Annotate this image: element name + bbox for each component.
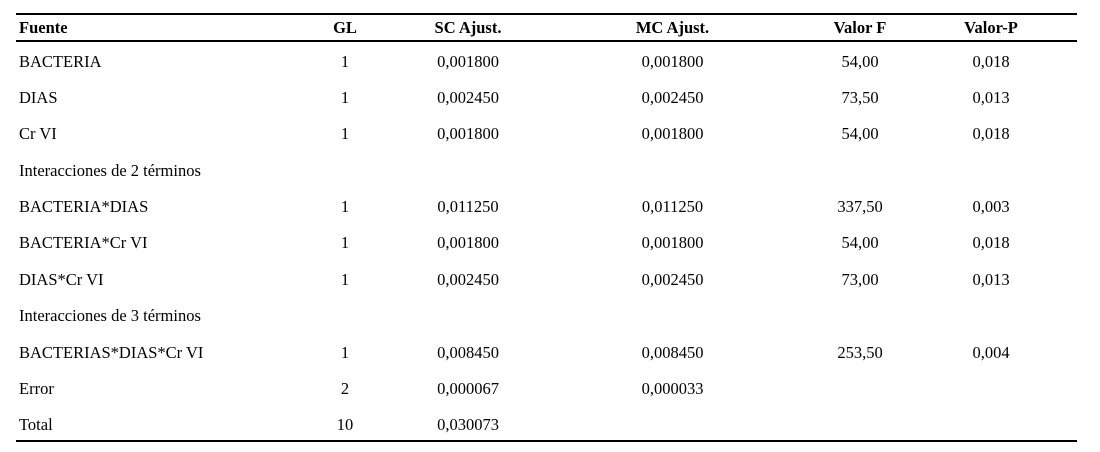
table-row-error: Error 2 0,000067 0,000033 <box>16 369 1077 405</box>
column-header-valor-f: Valor F <box>815 14 905 42</box>
cell-fuente: DIAS*Cr VI <box>19 269 104 289</box>
cell-valor-p <box>905 296 1077 332</box>
cell-sc-ajust: 0,000067 <box>437 378 499 398</box>
section-label: Interacciones de 3 términos <box>19 306 201 326</box>
cell-valor-f: 54,00 <box>841 124 879 144</box>
cell-valor-p: 0,018 <box>972 51 1010 71</box>
cell-valor-f <box>815 296 905 332</box>
cell-valor-p: 0,018 <box>972 124 1010 144</box>
cell-valor-f: 73,50 <box>841 87 879 107</box>
cell-gl: 10 <box>336 414 354 434</box>
cell-mc-ajust: 0,001800 <box>641 51 704 71</box>
cell-mc-ajust <box>530 405 815 441</box>
cell-sc-ajust: 0,002450 <box>437 269 499 289</box>
cell-mc-ajust: 0,001800 <box>641 233 704 253</box>
cell-sc-ajust <box>406 296 530 332</box>
cell-mc-ajust: 0,002450 <box>641 269 704 289</box>
table-section-row-3-terminos: Interacciones de 3 términos <box>16 296 1077 332</box>
cell-valor-p: 0,003 <box>972 197 1010 216</box>
cell-valor-f <box>815 369 905 405</box>
table-row-bacterias-dias-cr-vi: BACTERIAS*DIAS*Cr VI 1 0,008450 0,008450… <box>16 332 1077 368</box>
cell-valor-p <box>905 405 1077 441</box>
cell-gl: 2 <box>340 378 350 398</box>
cell-mc-ajust: 0,002450 <box>641 87 704 107</box>
cell-mc-ajust: 0,011250 <box>641 197 704 216</box>
cell-fuente: BACTERIAS*DIAS*Cr VI <box>19 342 204 362</box>
column-header-sc-ajust: SC Ajust. <box>406 14 530 42</box>
cell-sc-ajust: 0,008450 <box>437 342 499 362</box>
cell-gl: 1 <box>340 51 350 71</box>
cell-mc-ajust <box>530 296 815 332</box>
cell-mc-ajust: 0,008450 <box>641 342 704 362</box>
cell-valor-p <box>905 369 1077 405</box>
cell-gl: 1 <box>340 233 350 253</box>
cell-valor-f: 54,00 <box>841 51 879 71</box>
table-row-total: Total 10 0,030073 <box>16 405 1077 441</box>
cell-mc-ajust: 0,000033 <box>641 378 704 398</box>
section-label: Interacciones de 2 términos <box>19 160 201 180</box>
cell-gl: 1 <box>340 87 350 107</box>
cell-fuente: BACTERIA*DIAS <box>19 197 149 216</box>
cell-valor-p: 0,013 <box>972 269 1010 289</box>
anova-table: Fuente GL SC Ajust. MC Ajust. Valor F Va… <box>16 13 1077 443</box>
cell-fuente: BACTERIA <box>19 51 102 71</box>
cell-sc-ajust: 0,002450 <box>437 87 499 107</box>
cell-fuente: Error <box>19 378 54 398</box>
cell-sc-ajust: 0,001800 <box>437 233 499 253</box>
cell-gl <box>284 150 406 186</box>
cell-mc-ajust <box>530 150 815 186</box>
cell-sc-ajust: 0,011250 <box>437 197 499 216</box>
cell-valor-f <box>815 150 905 186</box>
table-row-dias: DIAS 1 0,002450 0,002450 73,50 0,013 <box>16 77 1077 113</box>
cell-valor-p <box>905 150 1077 186</box>
table-header-row: Fuente GL SC Ajust. MC Ajust. Valor F Va… <box>16 14 1077 42</box>
cell-gl <box>284 296 406 332</box>
cell-sc-ajust: 0,001800 <box>437 51 499 71</box>
cell-gl: 1 <box>340 124 350 144</box>
table-section-row-2-terminos: Interacciones de 2 términos <box>16 150 1077 186</box>
cell-valor-f: 73,00 <box>841 269 879 289</box>
table-row-dias-cr-vi: DIAS*Cr VI 1 0,002450 0,002450 73,00 0,0… <box>16 259 1077 295</box>
cell-gl: 1 <box>340 342 350 362</box>
cell-valor-p: 0,004 <box>972 342 1010 362</box>
cell-sc-ajust: 0,001800 <box>437 124 499 144</box>
table-row-bacteria: BACTERIA 1 0,001800 0,001800 54,00 0,018 <box>16 41 1077 77</box>
cell-valor-f: 253,50 <box>837 342 883 362</box>
column-header-valor-p: Valor-P <box>905 14 1077 42</box>
cell-gl: 1 <box>340 269 350 289</box>
table-row-bacteria-dias: BACTERIA*DIAS 1 0,011250 0,011250 337,50… <box>16 187 1077 223</box>
cell-valor-f: 54,00 <box>841 233 879 253</box>
cell-sc-ajust: 0,030073 <box>437 414 499 434</box>
cell-mc-ajust: 0,001800 <box>641 124 704 144</box>
cell-fuente: DIAS <box>19 87 58 107</box>
cell-fuente: Total <box>19 414 53 434</box>
cell-valor-p: 0,018 <box>972 233 1010 253</box>
column-header-gl: GL <box>284 14 406 42</box>
cell-valor-f: 337,50 <box>837 197 883 216</box>
table-row-cr-vi: Cr VI 1 0,001800 0,001800 54,00 0,018 <box>16 114 1077 150</box>
cell-valor-f <box>815 405 905 441</box>
cell-sc-ajust <box>406 150 530 186</box>
cell-fuente: BACTERIA*Cr VI <box>19 233 148 253</box>
column-header-mc-ajust: MC Ajust. <box>530 14 815 42</box>
column-header-fuente: Fuente <box>16 14 284 42</box>
cell-fuente: Cr VI <box>19 124 57 144</box>
cell-gl: 1 <box>340 197 350 216</box>
table-row-bacteria-cr-vi: BACTERIA*Cr VI 1 0,001800 0,001800 54,00… <box>16 223 1077 259</box>
cell-valor-p: 0,013 <box>972 87 1010 107</box>
